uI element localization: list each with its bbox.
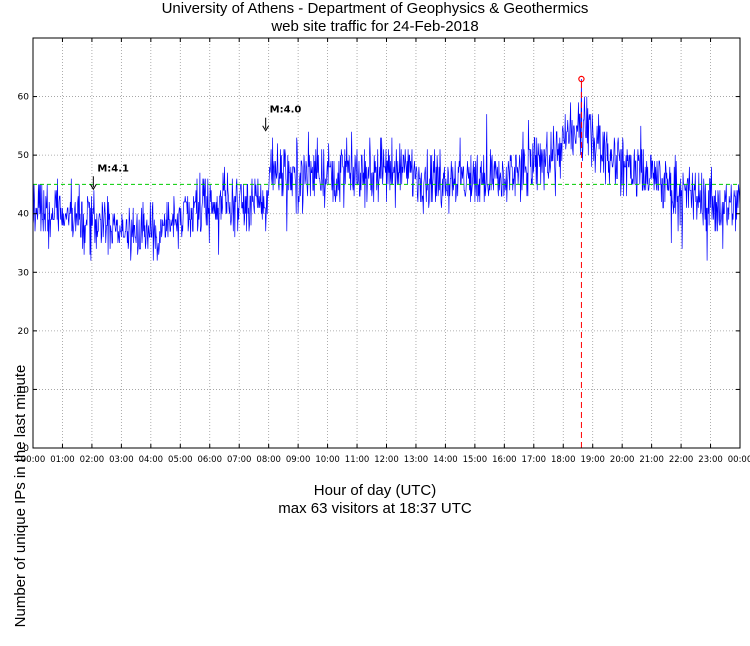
x-tick-label: 03:00 bbox=[109, 455, 134, 465]
y-tick-label: 60 bbox=[18, 93, 30, 103]
max-visitors-note: max 63 visitors at 18:37 UTC bbox=[278, 500, 472, 517]
x-axis-label: Hour of day (UTC) bbox=[313, 482, 437, 499]
x-tick-label: 13:00 bbox=[404, 455, 429, 465]
x-tick-label: 18:00 bbox=[551, 455, 576, 465]
x-tick-label: 10:00 bbox=[315, 455, 340, 465]
x-tick-label: 12:00 bbox=[374, 455, 399, 465]
annotation-label: M:4.0 bbox=[270, 105, 302, 116]
y-tick-label: 20 bbox=[18, 327, 30, 337]
x-tick-label: 04:00 bbox=[139, 455, 164, 465]
x-tick-label: 14:00 bbox=[433, 455, 458, 465]
x-tick-label: 00:00 bbox=[728, 455, 750, 465]
x-tick-label: 17:00 bbox=[522, 455, 547, 465]
x-tick-label: 19:00 bbox=[580, 455, 605, 465]
y-tick-label: 30 bbox=[18, 268, 30, 278]
annotation-label: M:4.1 bbox=[97, 163, 129, 174]
x-tick-label: 07:00 bbox=[227, 455, 252, 465]
x-axis-label-block: Hour of day (UTC) max 63 visitors at 18:… bbox=[0, 482, 750, 518]
y-tick-label: 10 bbox=[18, 385, 30, 395]
chart-subtitle: web site traffic for 24-Feb-2018 bbox=[271, 18, 479, 35]
y-tick-label: 40 bbox=[18, 210, 30, 220]
annotation-arrow-head bbox=[262, 125, 270, 132]
x-tick-label: 09:00 bbox=[286, 455, 311, 465]
x-tick-label: 00:00 bbox=[21, 455, 46, 465]
x-tick-label: 05:00 bbox=[168, 455, 193, 465]
x-tick-label: 20:00 bbox=[610, 455, 635, 465]
x-tick-label: 21:00 bbox=[639, 455, 664, 465]
x-tick-label: 06:00 bbox=[198, 455, 223, 465]
x-tick-label: 22:00 bbox=[669, 455, 694, 465]
y-tick-label: 0 bbox=[23, 444, 29, 454]
x-tick-label: 15:00 bbox=[463, 455, 488, 465]
chart-title: University of Athens - Department of Geo… bbox=[161, 0, 589, 17]
max-point-marker bbox=[578, 75, 585, 83]
annotation-arrow-head bbox=[89, 184, 97, 191]
traffic-chart: M:4.1 M:4.0 00:00 01:00 02:00 03:00 04:00 05:00… bbox=[18, 37, 750, 465]
x-tick-label: 11:00 bbox=[345, 455, 370, 465]
chart-title-block: University of Athens - Department of Geo… bbox=[0, 0, 750, 36]
x-tick-label: 16:00 bbox=[492, 455, 517, 465]
x-tick-label: 08:00 bbox=[256, 455, 281, 465]
x-tick-label: 01:00 bbox=[50, 455, 75, 465]
x-tick-label: 02:00 bbox=[80, 455, 105, 465]
x-tick-label: 23:00 bbox=[698, 455, 723, 465]
y-tick-label: 50 bbox=[18, 151, 30, 161]
